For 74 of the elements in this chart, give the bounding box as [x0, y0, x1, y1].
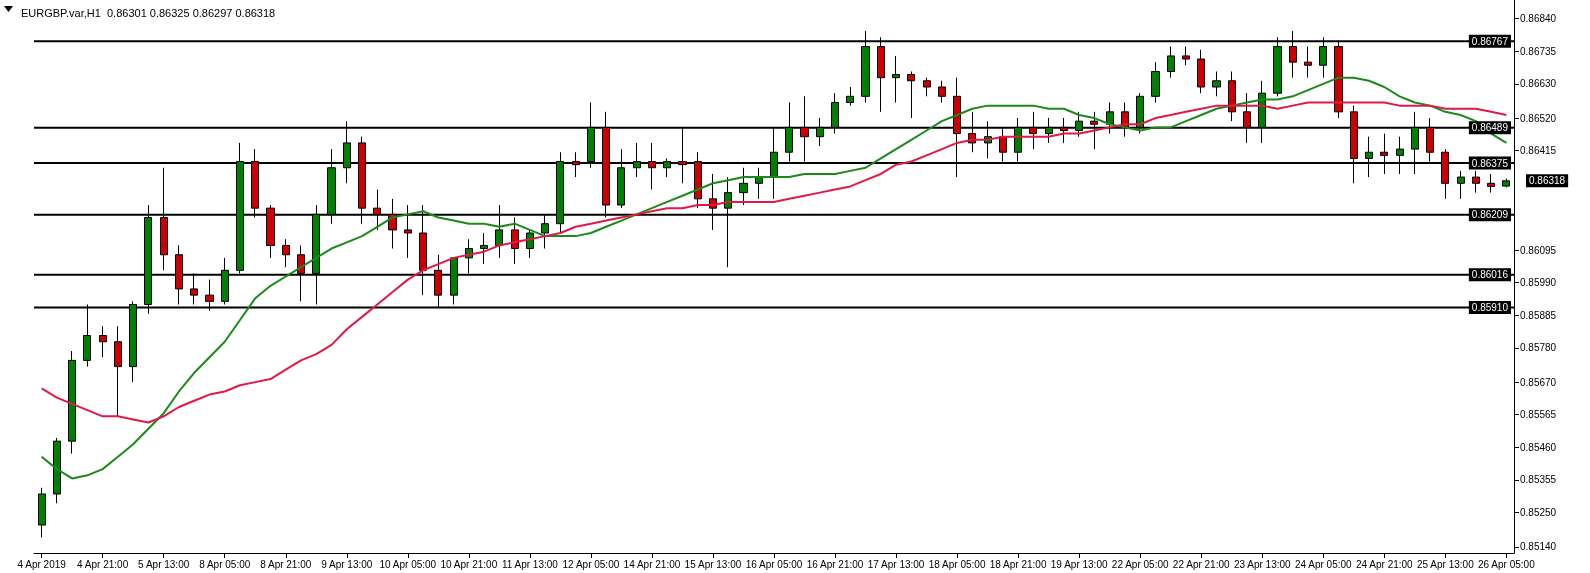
x-tick-label: 11 Apr 13:00 — [501, 558, 559, 570]
x-tick-label: 25 Apr 13:00 — [1416, 558, 1475, 570]
x-tick-label: 4 Apr 2019 — [17, 558, 67, 570]
y-tick-label: 0.85460 — [1520, 441, 1557, 453]
candlestick — [755, 167, 763, 200]
x-tick-label: 16 Apr 05:00 — [745, 558, 803, 570]
candlestick — [282, 238, 290, 268]
candlestick — [923, 77, 931, 97]
x-tick-label: 23 Apr 13:00 — [1233, 558, 1292, 570]
y-tick-label: 0.86630 — [1520, 78, 1557, 90]
candlestick — [38, 487, 46, 538]
y-tick-label: 0.86735 — [1520, 45, 1557, 57]
text: EURGBP.var,H1 0.86301 0.86325 0.86297 0.86318 — [21, 6, 276, 19]
x-tick-label: 22 Apr 21:00 — [1172, 558, 1231, 570]
x-tick-label: 14 Apr 21:00 — [623, 558, 681, 570]
text: 0.86318 — [1529, 175, 1566, 187]
y-tick-label: 0.85885 — [1520, 309, 1557, 321]
ref-line-label: 0.86016 — [1471, 269, 1509, 281]
y-tick-label: 0.85140 — [1520, 541, 1557, 553]
y-tick-label: 0.86840 — [1520, 13, 1557, 25]
x-tick-label: 24 Apr 21:00 — [1355, 558, 1414, 570]
ref-line-label: 0.85910 — [1471, 302, 1509, 314]
candlestick — [114, 325, 122, 417]
y-tick-label: 0.86415 — [1520, 145, 1557, 157]
y-tick-label: 0.86095 — [1520, 244, 1557, 256]
x-tick-label: 18 Apr 21:00 — [989, 558, 1047, 570]
x-tick-label: 8 Apr 21:00 — [260, 558, 312, 570]
x-tick-label: 10 Apr 21:00 — [440, 558, 498, 570]
candlestick — [907, 70, 915, 119]
candlestick — [938, 80, 946, 104]
candlestick — [99, 325, 107, 358]
ref-line-label: 0.86209 — [1471, 209, 1509, 221]
y-tick-label: 0.85670 — [1520, 376, 1557, 388]
x-tick-label: 15 Apr 13:00 — [684, 558, 742, 570]
x-tick-label: 10 Apr 05:00 — [379, 558, 437, 570]
candlestick — [480, 232, 488, 265]
candlestick — [1197, 49, 1205, 94]
candlestick — [53, 437, 61, 504]
x-tick-label: 24 Apr 05:00 — [1294, 558, 1353, 570]
line-series — [40, 101, 1508, 424]
candlestick — [1228, 70, 1236, 122]
candlestick — [1167, 46, 1175, 79]
candlestick — [1487, 173, 1495, 194]
candlestick — [739, 167, 748, 206]
x-tick-label: 17 Apr 13:00 — [867, 558, 925, 570]
x-tick-label: 26 Apr 05:00 — [1478, 558, 1536, 570]
candlestick — [1212, 70, 1221, 97]
y-tick-label: 0.85990 — [1520, 277, 1557, 289]
x-tick-label: 16 Apr 21:00 — [806, 558, 864, 570]
candlestick — [892, 55, 900, 104]
x-tick-label: 4 Apr 21:00 — [77, 558, 129, 570]
candlestick — [1502, 178, 1510, 188]
candlestick — [846, 86, 854, 107]
candlestick — [1457, 170, 1465, 200]
ref-line-label: 0.86375 — [1471, 157, 1509, 169]
x-tick-label: 18 Apr 05:00 — [928, 558, 986, 570]
y-tick-label: 0.85250 — [1520, 507, 1557, 519]
y-tick-label: 0.85355 — [1520, 474, 1557, 486]
ref-line-label: 0.86489 — [1471, 122, 1509, 134]
x-tick-label: 19 Apr 13:00 — [1050, 558, 1108, 570]
y-tick-label: 0.85780 — [1520, 342, 1557, 354]
x-tick-label: 12 Apr 05:00 — [562, 558, 620, 570]
y-tick-label: 0.85565 — [1520, 409, 1557, 421]
ref-line-label: 0.86767 — [1471, 35, 1509, 47]
candlestick — [1151, 61, 1160, 104]
x-tick-label: 22 Apr 05:00 — [1111, 558, 1169, 570]
line-series — [40, 76, 1508, 480]
candlestick — [1182, 46, 1190, 66]
x-tick-label: 5 Apr 13:00 — [138, 558, 190, 570]
candlestick — [68, 350, 76, 455]
x-tick-label: 8 Apr 05:00 — [199, 558, 251, 570]
x-tick-label: 9 Apr 13:00 — [321, 558, 373, 570]
y-tick-label: 0.86520 — [1520, 112, 1557, 124]
candlestick — [1304, 46, 1312, 79]
